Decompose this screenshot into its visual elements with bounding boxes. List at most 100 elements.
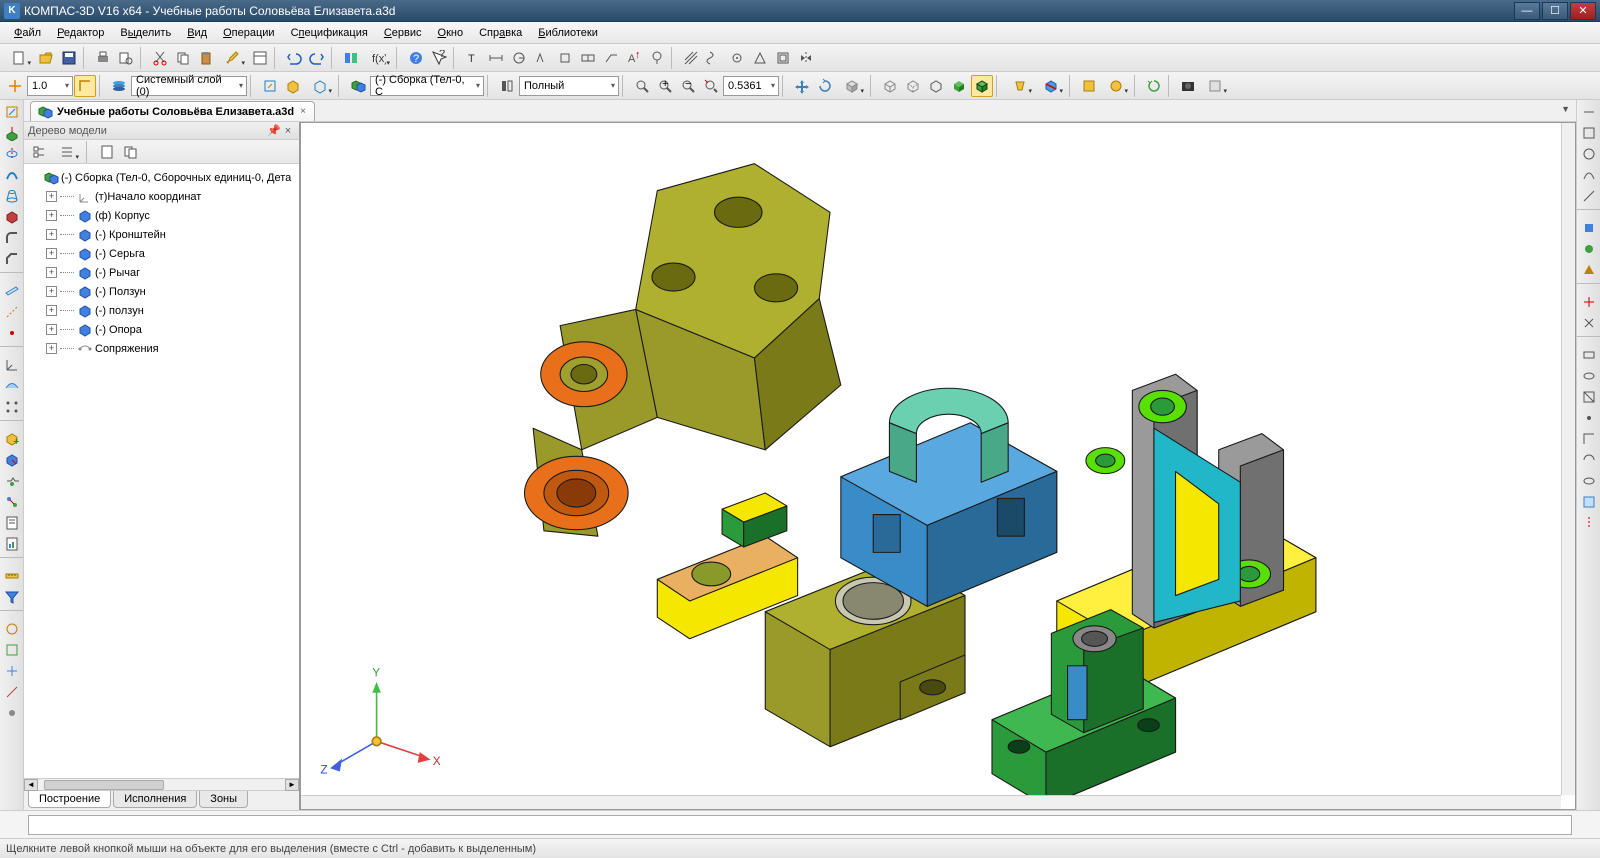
nohidden-button[interactable] (925, 75, 947, 97)
copy-button[interactable] (172, 47, 194, 69)
help-button[interactable]: ? (405, 47, 427, 69)
tool-mirror-icon[interactable] (795, 47, 817, 69)
tree-item[interactable]: +(-) Рычаг (26, 263, 297, 282)
edit-part-button[interactable] (282, 75, 304, 97)
tree-item[interactable]: +(-) Кронштейн (26, 225, 297, 244)
tool-hole-icon[interactable] (726, 47, 748, 69)
tree-item[interactable]: +(ф) Корпус (26, 206, 297, 225)
perspective-button[interactable] (1005, 75, 1035, 97)
text-button[interactable]: T (462, 47, 484, 69)
tree-tb2[interactable] (52, 141, 82, 163)
measure-icon[interactable] (2, 566, 22, 586)
brush-button[interactable] (218, 47, 248, 69)
tool-hatch-icon[interactable] (680, 47, 702, 69)
tree-item[interactable]: +Сопряжения (26, 339, 297, 358)
viewport-hscroll[interactable] (301, 795, 1561, 809)
r-tool-18[interactable] (1579, 492, 1599, 512)
open-button[interactable] (35, 47, 57, 69)
r-tool-15[interactable] (1579, 429, 1599, 449)
zoom-frame-button[interactable] (631, 75, 653, 97)
command-input[interactable] (28, 815, 1572, 835)
ortho-button[interactable] (74, 75, 96, 97)
fillet-icon[interactable] (2, 228, 22, 248)
photoreal-button[interactable] (1177, 75, 1199, 97)
expand-icon[interactable]: + (46, 267, 57, 278)
layer-combo[interactable]: Системный слой (0) (131, 76, 247, 96)
tree-tb4[interactable] (120, 141, 142, 163)
misc4-icon[interactable] (2, 682, 22, 702)
snap-button[interactable] (4, 75, 26, 97)
axis-icon[interactable] (2, 302, 22, 322)
cut-extrude-icon[interactable] (2, 207, 22, 227)
expand-icon[interactable]: + (46, 210, 57, 221)
vars-button[interactable]: f(x) (363, 47, 393, 69)
surface-icon[interactable] (2, 376, 22, 396)
menu-view[interactable]: Вид (179, 25, 215, 41)
tolerance-icon[interactable] (577, 47, 599, 69)
leader-icon[interactable] (600, 47, 622, 69)
tabs-menu-button[interactable]: ▼ (1561, 104, 1570, 114)
maximize-button[interactable]: ☐ (1542, 2, 1568, 20)
tab-close-button[interactable]: × (298, 106, 308, 117)
tool-thread-icon[interactable] (703, 47, 725, 69)
close-button[interactable]: ✕ (1570, 2, 1596, 20)
report-icon[interactable] (2, 534, 22, 554)
tree-tb3[interactable] (96, 141, 118, 163)
menu-window[interactable]: Окно (430, 25, 472, 41)
misc1-icon[interactable] (2, 619, 22, 639)
filter-icon[interactable] (2, 587, 22, 607)
tab-zones[interactable]: Зоны (199, 791, 248, 808)
menu-service[interactable]: Сервис (376, 25, 430, 41)
hiddenline-button[interactable] (902, 75, 924, 97)
layer-icon[interactable] (108, 75, 130, 97)
r-tool-14[interactable] (1579, 408, 1599, 428)
expand-icon[interactable]: + (46, 248, 57, 259)
tree-item[interactable]: +(-) Ползун (26, 282, 297, 301)
explode-icon[interactable] (2, 492, 22, 512)
r-tool-2[interactable] (1579, 123, 1599, 143)
new-button[interactable] (4, 47, 34, 69)
shaded-edges-button[interactable] (971, 75, 993, 97)
wireframe-button[interactable] (879, 75, 901, 97)
r-tool-1[interactable] (1579, 102, 1599, 122)
tool-shell-icon[interactable] (772, 47, 794, 69)
misc5-icon[interactable] (2, 703, 22, 723)
properties-button[interactable] (249, 47, 271, 69)
menu-help[interactable]: Справка (471, 25, 530, 41)
appearance-button[interactable] (1101, 75, 1131, 97)
move-part-icon[interactable] (2, 450, 22, 470)
expand-icon[interactable]: + (46, 191, 57, 202)
assembly-combo[interactable]: (-) Сборка (Тел-0, С (370, 76, 484, 96)
zoom-prev-button[interactable] (700, 75, 722, 97)
point-icon[interactable] (2, 323, 22, 343)
spec-icon[interactable] (2, 513, 22, 533)
menu-spec[interactable]: Спецификация (283, 25, 376, 41)
base-icon[interactable] (554, 47, 576, 69)
lcs-icon[interactable] (2, 355, 22, 375)
document-tab[interactable]: Учебные работы Соловьёва Елизавета.a3d × (30, 101, 315, 121)
viewport-vscroll[interactable] (1561, 123, 1575, 795)
brand-icon[interactable]: A↑ (623, 47, 645, 69)
r-tool-7[interactable] (1579, 239, 1599, 259)
linewidth-combo[interactable]: 1.0 (27, 76, 73, 96)
section-button[interactable] (1036, 75, 1066, 97)
zoom-in-button[interactable]: + (654, 75, 676, 97)
simplify-button[interactable] (1078, 75, 1100, 97)
plane-icon[interactable] (2, 281, 22, 301)
dim-radial-icon[interactable] (508, 47, 530, 69)
r-tool-11[interactable] (1579, 345, 1599, 365)
revolve-icon[interactable] (2, 144, 22, 164)
balloon-icon[interactable] (646, 47, 668, 69)
r-tool-16[interactable] (1579, 450, 1599, 470)
print-button[interactable] (92, 47, 114, 69)
expand-icon[interactable]: + (46, 324, 57, 335)
insert-part-icon[interactable]: + (2, 429, 22, 449)
last-tool-button[interactable] (1200, 75, 1230, 97)
r-tool-4[interactable] (1579, 165, 1599, 185)
r-tool-13[interactable] (1579, 387, 1599, 407)
array-icon[interactable] (2, 397, 22, 417)
r-tool-17[interactable] (1579, 471, 1599, 491)
rotate-button[interactable] (814, 75, 836, 97)
r-tool-12[interactable] (1579, 366, 1599, 386)
minimize-button[interactable]: — (1514, 2, 1540, 20)
